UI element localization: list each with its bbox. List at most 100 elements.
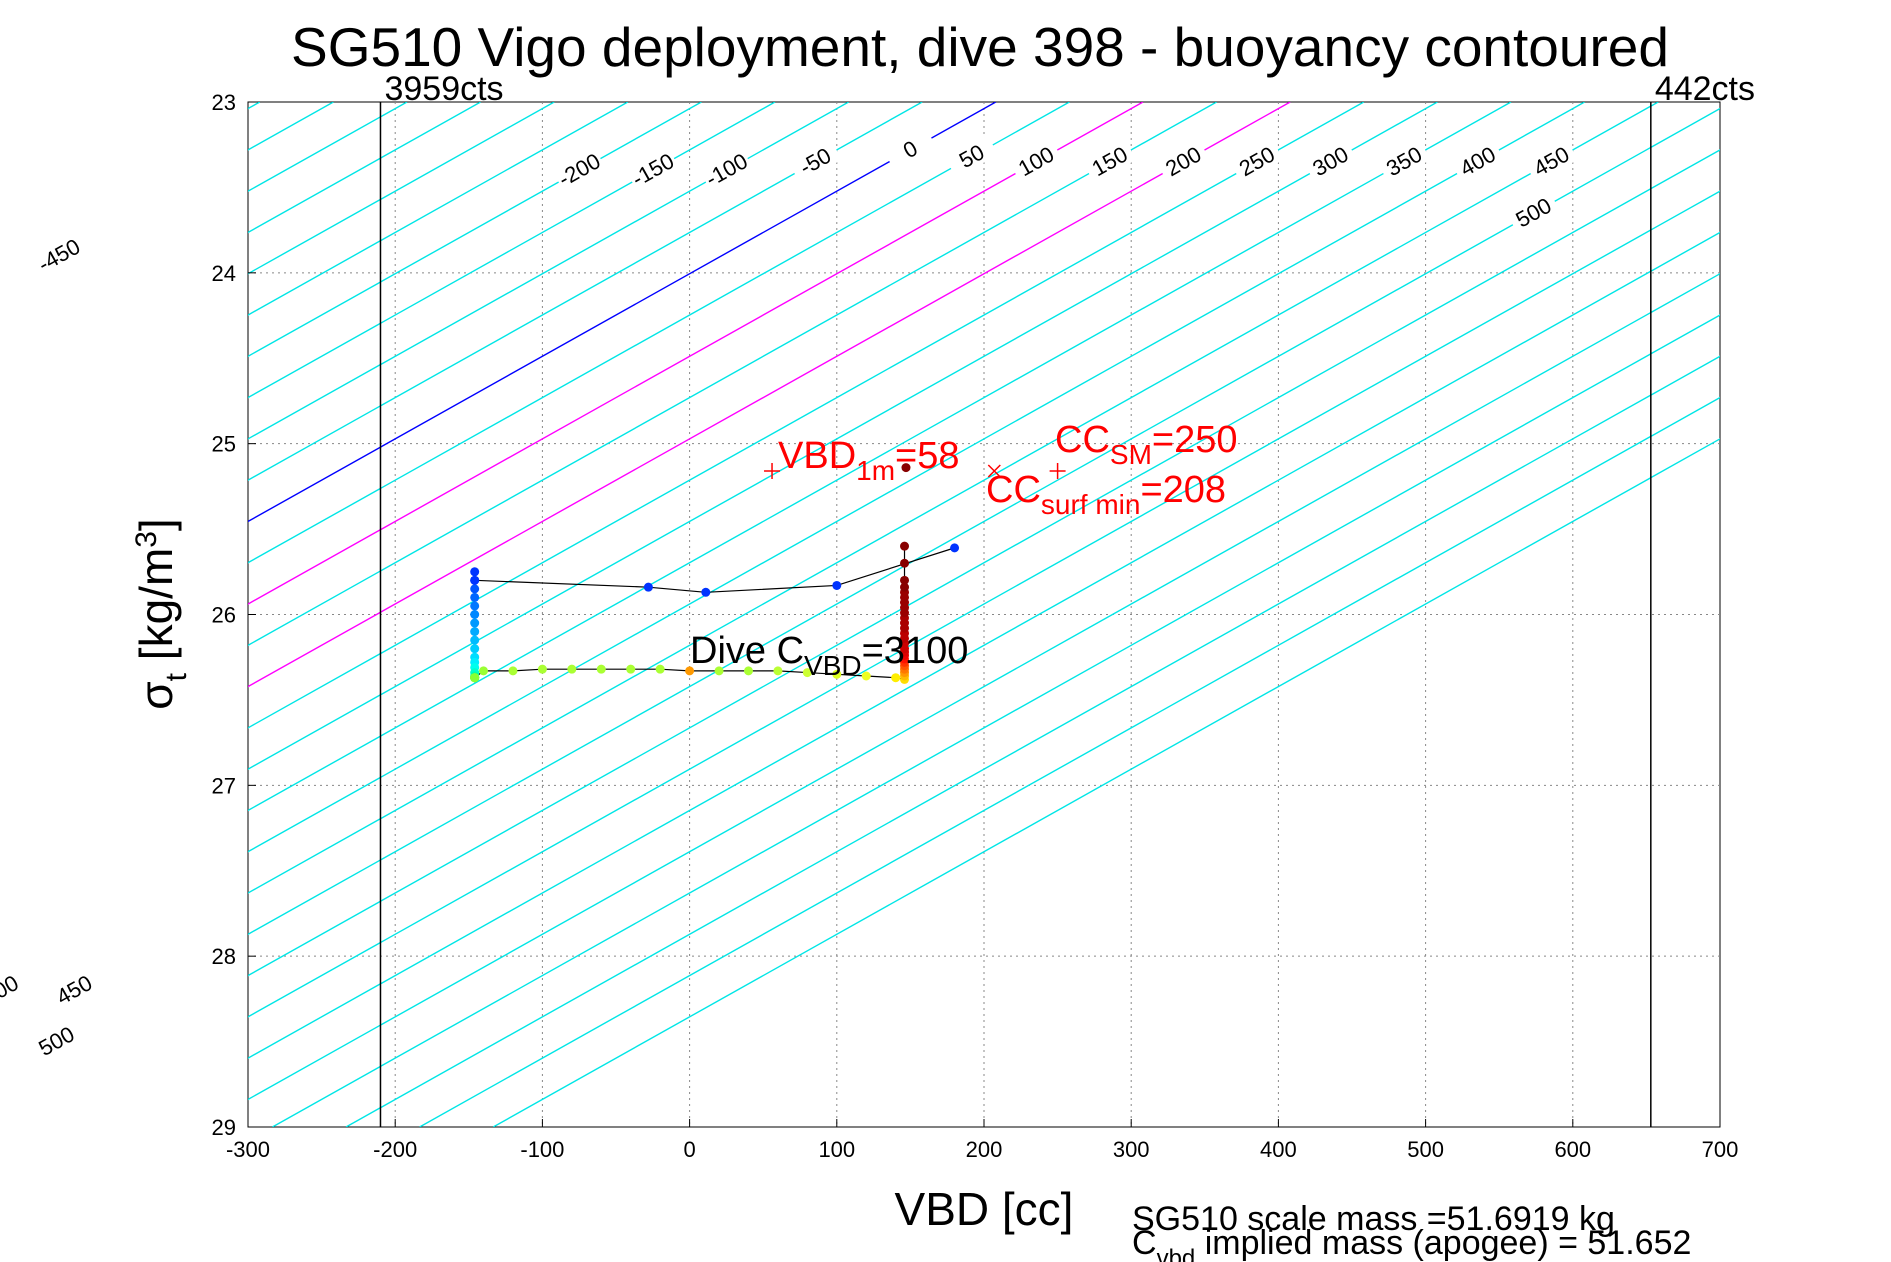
profile-point — [567, 664, 577, 674]
profile-point — [832, 669, 842, 679]
contour-label-bg — [945, 135, 999, 179]
implied-mass-rest: implied mass (apogee) = 51.652 — [1195, 1224, 1691, 1262]
dive-profile — [470, 541, 960, 684]
contour-label-bg — [1525, 140, 1578, 184]
contour-label-bg — [1230, 140, 1284, 184]
contour-line — [248, 102, 1438, 770]
implied-mass-main: C — [1132, 1224, 1157, 1262]
cc-sm-main: CC — [1055, 419, 1110, 461]
contour-line — [345, 355, 1720, 1127]
profile-point — [900, 541, 910, 551]
contour-line — [248, 102, 1365, 729]
contour-label-bg — [1378, 140, 1431, 184]
contour-line — [248, 102, 997, 523]
contour-label-bg — [884, 128, 937, 172]
x-tick-label: 700 — [1702, 1137, 1739, 1162]
profile-point — [900, 575, 910, 585]
contour-line — [248, 231, 1720, 1059]
contour-label-bg — [30, 1020, 84, 1063]
vbd-1m-sub: 1m — [856, 455, 895, 486]
contour-line — [248, 102, 776, 399]
profile-point — [714, 666, 724, 676]
y-tick-label: 29 — [212, 1115, 236, 1140]
y-tick-label: 25 — [212, 432, 236, 457]
profile-point — [470, 584, 480, 594]
contour-line — [248, 102, 1217, 647]
vbd-limit-label: 3959cts — [384, 70, 503, 108]
dive-cvbd-annotation: Dive CVBD=3100 — [690, 630, 968, 681]
x-tick-label: -200 — [373, 1137, 417, 1162]
contour-labels: -450-400-350-300-250-200-150-100-5005010… — [0, 128, 1578, 1063]
y-tick-label: 26 — [212, 603, 236, 628]
cc-surf-value: =208 — [1140, 469, 1226, 511]
chart-title: SG510 Vigo deployment, dive 398 - buoyan… — [291, 16, 1669, 78]
contour-line — [248, 149, 1720, 977]
profile-point — [900, 582, 910, 592]
vbd-1m-main: VBD — [778, 435, 856, 477]
scale-mass-note: SG510 scale mass =51.6919 kg — [1132, 1200, 1615, 1238]
profile-point — [743, 666, 753, 676]
contour-line — [272, 314, 1720, 1127]
vbd-limit-lines: 3959cts 442cts — [379, 70, 1755, 1127]
x-tick-label: 0 — [683, 1137, 695, 1162]
contour-line — [492, 438, 1720, 1127]
contour-line — [248, 102, 1070, 564]
contour-label-bg — [789, 140, 842, 184]
x-tick-label: 500 — [1407, 1137, 1444, 1162]
x-tick-label: 400 — [1260, 1137, 1297, 1162]
contour-label-bg — [1507, 191, 1561, 235]
y-tick-label: 27 — [212, 773, 236, 798]
contour-line — [248, 102, 629, 316]
profile-point — [470, 567, 480, 577]
vbd-limit-label: 442cts — [1655, 70, 1755, 108]
y-axis-label-main: σ — [130, 681, 182, 709]
y-tick-label: 24 — [212, 261, 236, 286]
cc-sm-sub: SM — [1110, 439, 1152, 470]
y-axis-label-close: ] — [130, 518, 182, 531]
apogee-point — [832, 580, 842, 590]
cc-sm-annotation: CCSM=250 — [1055, 419, 1237, 470]
profile-point — [900, 558, 910, 568]
x-tick-label: 100 — [818, 1137, 855, 1162]
contour-label-bg — [1083, 140, 1137, 184]
profile-point — [596, 664, 606, 674]
profile-point — [655, 664, 665, 674]
profile-point — [626, 664, 636, 674]
contour-label-bg — [553, 148, 606, 192]
contour-line — [248, 102, 849, 440]
x-tick-label: -300 — [226, 1137, 270, 1162]
grid-lines — [248, 102, 1720, 1127]
plus-marker — [764, 463, 781, 479]
x-tick-label: -100 — [520, 1137, 564, 1162]
dive-cvbd-sub: VBD — [804, 650, 862, 681]
contour-label-bg — [1157, 140, 1210, 184]
x-tick-label: 300 — [1113, 1137, 1150, 1162]
profile-point — [773, 666, 783, 676]
y-tick-label: 28 — [212, 944, 236, 969]
profile-point — [537, 664, 547, 674]
profile-point — [470, 644, 480, 654]
y-tick-label: 23 — [212, 90, 236, 115]
vbd-1m-value: =58 — [895, 435, 959, 477]
contour-line — [248, 102, 1585, 853]
contour-label-bg — [0, 968, 28, 1012]
profile-point — [470, 627, 480, 637]
cc-surf-main: CC — [986, 469, 1041, 511]
implied-mass-note: Cvbd implied mass (apogee) = 51.652 — [1132, 1224, 1691, 1262]
contour-line — [248, 102, 1144, 605]
profile-point — [470, 618, 480, 628]
profile-line-1 — [474, 547, 955, 593]
profile-point — [470, 592, 480, 602]
x-axis-ticks: -300 -200 -100 0 100 200 300 400 500 600 700 — [226, 1119, 1738, 1162]
contour-line — [248, 102, 1659, 894]
contour-line — [248, 190, 1720, 1018]
x-tick-label: 600 — [1554, 1137, 1591, 1162]
vbd-1m-annotation: VBD1m=58 — [778, 435, 960, 486]
implied-mass-sub: vbd — [1157, 1245, 1196, 1262]
profile-point — [470, 635, 480, 645]
apogee-point — [470, 575, 480, 585]
y-axis-label: σt [kg/m3] — [130, 518, 193, 709]
contour-line — [248, 102, 1291, 688]
profile-point — [479, 666, 489, 676]
